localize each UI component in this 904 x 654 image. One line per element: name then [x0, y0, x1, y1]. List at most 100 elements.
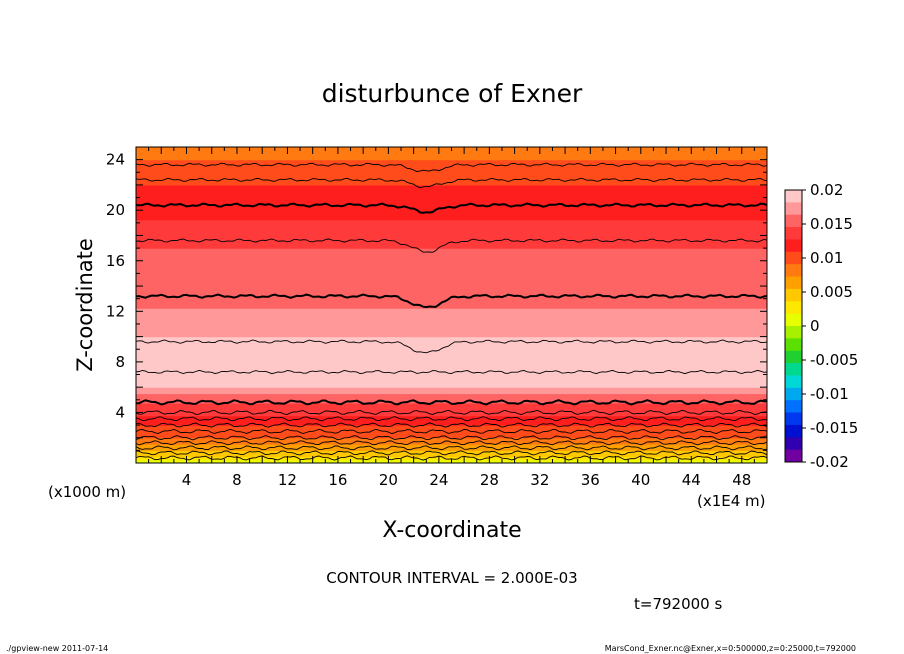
contour-band [136, 342, 767, 347]
contour-band [136, 235, 767, 240]
contour-band [136, 349, 767, 353]
contour-band [136, 292, 767, 297]
contour-band [136, 267, 767, 271]
contour-band [136, 273, 767, 278]
contour-band [136, 355, 767, 360]
contour-band [136, 308, 767, 312]
y-tick-label: 24 [106, 151, 125, 169]
contour-band [136, 260, 767, 265]
contour-line [136, 445, 767, 451]
contour-line [136, 339, 767, 354]
chart-title: disturbunce of Exner [322, 79, 583, 108]
footer-left: ./gpview-new 2011-07-14 [6, 644, 108, 653]
contour-band [136, 200, 767, 205]
contour-band [136, 282, 767, 287]
x-tick-label: 40 [631, 471, 650, 489]
contour-interval-label: CONTOUR INTERVAL = 2.000E-03 [326, 569, 577, 587]
colorbar-swatch [785, 214, 802, 228]
contour-band [136, 150, 767, 154]
colorbar-swatch [785, 288, 802, 302]
colorbar-swatch [785, 264, 802, 278]
contour-band [136, 165, 767, 170]
contour-band [136, 352, 767, 357]
contour-band [136, 346, 767, 350]
contour-band [136, 374, 767, 379]
contour-band [136, 305, 767, 309]
colorbar-swatch [785, 313, 802, 327]
contour-band [136, 406, 767, 410]
colorbar-tick-label: 0 [810, 317, 820, 335]
contour-band [136, 361, 767, 366]
x-tick-label: 24 [429, 471, 448, 489]
contour-line [136, 409, 767, 416]
contour-band [136, 453, 767, 458]
contour-band [136, 440, 767, 445]
colorbar-tick-label: -0.01 [810, 385, 849, 403]
colorbar-swatch [785, 400, 802, 414]
contour-band [136, 339, 767, 344]
contour-line [136, 177, 767, 189]
contour-line [136, 293, 767, 309]
contour-line [136, 435, 767, 441]
colorbar-swatch [785, 251, 802, 265]
contour-band [136, 257, 767, 262]
colorbar-swatch [785, 412, 802, 426]
contour-band [136, 254, 767, 259]
contour-band [136, 184, 767, 189]
contour-line [136, 238, 767, 253]
colorbar-swatch [785, 227, 802, 240]
colorbar-swatch [785, 338, 802, 352]
contour-band [136, 437, 767, 442]
contour-band [136, 298, 767, 303]
y-axis-unit: (x1000 m) [48, 483, 126, 501]
contour-line [136, 440, 767, 446]
contour-band [136, 418, 767, 423]
x-tick-label: 36 [581, 471, 600, 489]
contour-band [136, 365, 767, 369]
contour-band [136, 384, 767, 388]
contour-band [136, 222, 767, 227]
x-tick-label: 32 [530, 471, 549, 489]
contour-band [136, 390, 767, 395]
colorbar-swatch [785, 326, 802, 339]
contour-band [136, 229, 767, 233]
contour-band [136, 210, 767, 214]
contour-band [136, 323, 767, 328]
colorbar-swatch [785, 437, 802, 451]
contour-band [136, 327, 767, 331]
colorbar-swatch [785, 424, 802, 438]
contour-lines [136, 162, 767, 461]
contour-band [136, 377, 767, 382]
contour-line [136, 455, 767, 461]
x-tick-label: 16 [328, 471, 347, 489]
contour-band [136, 431, 767, 436]
contour-band [136, 289, 767, 293]
contour-band [136, 412, 767, 417]
contour-band [136, 156, 767, 161]
contour-band [136, 402, 767, 407]
y-tick-label: 12 [106, 302, 125, 320]
contour-line [136, 428, 767, 434]
contour-band [136, 191, 767, 195]
contour-line [136, 162, 767, 172]
contour-band [136, 238, 767, 243]
contour-band [136, 434, 767, 439]
contour-band [136, 358, 767, 363]
x-axis-ticks: 4 8 12 16 20 24 28 32 36 40 44 48 [148, 147, 755, 489]
contour-band [136, 396, 767, 401]
contour-band [136, 172, 767, 177]
contour-band [136, 216, 767, 221]
contour-band [136, 301, 767, 306]
contour-band [136, 428, 767, 432]
contour-band [136, 279, 767, 284]
contour-band [136, 336, 767, 341]
contour-band [136, 317, 767, 322]
colorbar-swatch [785, 449, 802, 463]
contour-line [136, 202, 767, 214]
y-tick-label: 20 [106, 201, 125, 219]
colorbar-tick-label: -0.02 [810, 453, 849, 471]
contour-band [136, 178, 767, 183]
y-tick-label: 4 [115, 403, 125, 421]
contour-band [136, 159, 767, 164]
contour-band [136, 197, 767, 202]
